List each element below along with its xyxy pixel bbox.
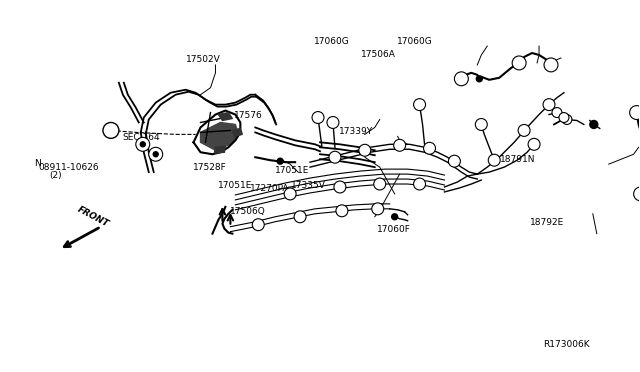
Text: 08911-10626: 08911-10626 [38, 163, 99, 172]
Circle shape [630, 106, 640, 119]
Text: SEC.164: SEC.164 [122, 133, 160, 142]
Circle shape [544, 58, 558, 72]
Circle shape [327, 116, 339, 128]
Circle shape [312, 112, 324, 124]
Circle shape [372, 203, 384, 215]
Text: 17270PA: 17270PA [250, 185, 289, 193]
Circle shape [136, 137, 150, 151]
Text: 18791N: 18791N [500, 155, 535, 164]
Circle shape [394, 140, 406, 151]
Circle shape [277, 158, 283, 164]
Circle shape [294, 211, 306, 223]
Polygon shape [218, 113, 232, 121]
Text: 17060F: 17060F [378, 225, 412, 234]
Circle shape [634, 187, 640, 201]
Text: 17502V: 17502V [186, 55, 221, 64]
Circle shape [424, 142, 435, 154]
Text: 17060G: 17060G [396, 37, 432, 46]
Text: 17051E: 17051E [275, 166, 310, 175]
Circle shape [552, 108, 562, 118]
Text: R173006K: R173006K [543, 340, 589, 349]
Text: 17528F: 17528F [193, 163, 227, 172]
Circle shape [528, 138, 540, 150]
Text: 17335V: 17335V [291, 181, 326, 190]
Circle shape [562, 115, 572, 125]
Text: 17060G: 17060G [314, 37, 349, 46]
Circle shape [252, 219, 264, 231]
Text: N: N [35, 159, 41, 168]
Text: 17506Q: 17506Q [230, 207, 265, 216]
Circle shape [454, 72, 468, 86]
Text: 17339Y: 17339Y [339, 127, 373, 136]
Circle shape [512, 56, 526, 70]
Circle shape [336, 205, 348, 217]
Polygon shape [232, 128, 243, 137]
Circle shape [374, 178, 386, 190]
Text: 17051E: 17051E [218, 181, 252, 190]
Circle shape [148, 147, 163, 161]
Circle shape [518, 125, 530, 137]
Circle shape [359, 144, 371, 156]
Text: 17576: 17576 [234, 110, 263, 119]
Text: FRONT: FRONT [76, 205, 110, 229]
Circle shape [140, 142, 145, 147]
Polygon shape [200, 122, 238, 150]
Text: 17506A: 17506A [362, 49, 396, 59]
Circle shape [103, 122, 119, 138]
Circle shape [449, 155, 460, 167]
Circle shape [413, 178, 426, 190]
Circle shape [488, 154, 500, 166]
Circle shape [392, 214, 397, 220]
Polygon shape [214, 146, 225, 153]
Text: N: N [106, 126, 112, 135]
Circle shape [413, 99, 426, 110]
Circle shape [476, 76, 483, 82]
Text: (2): (2) [49, 171, 62, 180]
Circle shape [559, 113, 569, 122]
Text: 18792E: 18792E [531, 218, 564, 227]
Circle shape [334, 181, 346, 193]
Circle shape [590, 121, 598, 128]
Circle shape [329, 151, 341, 163]
Circle shape [476, 119, 487, 131]
Circle shape [153, 152, 158, 157]
Circle shape [284, 188, 296, 200]
Circle shape [543, 99, 555, 110]
